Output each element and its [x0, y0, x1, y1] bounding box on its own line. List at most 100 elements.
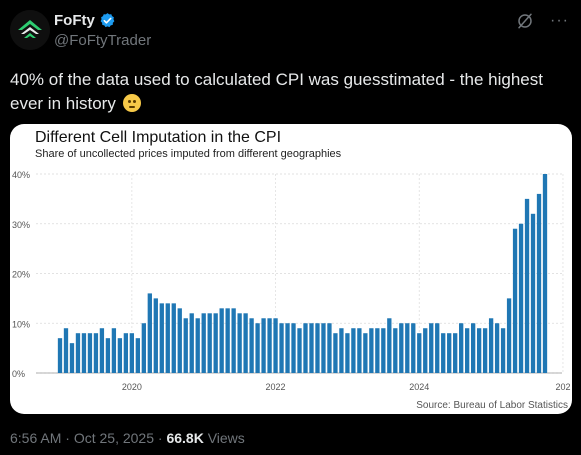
bar: [321, 323, 326, 373]
bar: [411, 323, 416, 373]
bar: [542, 174, 548, 373]
bar: [111, 328, 117, 373]
bar: [69, 343, 75, 373]
bar: [459, 323, 464, 373]
x-tick-label: 2024: [409, 382, 429, 392]
bar: [219, 308, 224, 373]
bar: [123, 333, 129, 373]
bar: [129, 333, 135, 373]
grok-icon[interactable]: [516, 12, 534, 30]
bar: [147, 293, 152, 373]
bar: [291, 323, 296, 373]
chart-source: Source: Bureau of Labor Statistics: [416, 400, 568, 411]
bar: [405, 323, 410, 373]
bar: [141, 323, 146, 373]
y-tick-label: 10%: [12, 319, 30, 329]
post-actions-top: ···: [516, 12, 569, 30]
views-label: Views: [207, 430, 245, 446]
bar: [171, 303, 176, 373]
bar: [441, 333, 446, 373]
bar: [117, 338, 123, 373]
post-text-content: 40% of the data used to calculated CPI w…: [10, 70, 543, 113]
bar: [399, 323, 404, 373]
post-media-chart[interactable]: Different Cell Imputation in the CPI Sha…: [10, 124, 572, 414]
bar: [159, 303, 164, 373]
bar: [153, 298, 158, 373]
bar: [375, 328, 380, 373]
bar: [183, 318, 188, 373]
bar: [75, 333, 81, 373]
bar: [333, 333, 338, 373]
bar: [285, 323, 290, 373]
bar: [315, 323, 320, 373]
bar: [237, 313, 242, 373]
bar: [267, 318, 272, 373]
separator: ·: [157, 430, 163, 446]
bar: [165, 303, 170, 373]
bar: [273, 318, 278, 373]
post-text: 40% of the data used to calculated CPI w…: [10, 68, 570, 116]
bar: [453, 333, 458, 373]
bar: [465, 328, 470, 373]
bar: [339, 328, 344, 373]
bar: [387, 318, 392, 373]
bar: [327, 323, 332, 373]
bar: [512, 228, 518, 373]
fofty-logo-icon: [10, 10, 50, 50]
bar: [435, 323, 440, 373]
bar: [279, 323, 284, 373]
separator: ·: [65, 430, 70, 446]
bar: [447, 333, 452, 373]
verified-badge-icon: [100, 13, 115, 28]
bar: [363, 333, 368, 373]
more-options-icon[interactable]: ···: [550, 12, 569, 29]
bar: [482, 328, 488, 373]
bar: [63, 328, 69, 373]
bar: [243, 313, 248, 373]
bar: [195, 318, 200, 373]
bar: [189, 313, 194, 373]
bar: [357, 328, 362, 373]
bar: [255, 323, 260, 373]
bar: [81, 333, 87, 373]
bar: [309, 323, 314, 373]
post-time[interactable]: 6:56 AM: [10, 430, 62, 446]
bar: [530, 213, 536, 373]
x-tick-label: 202: [555, 382, 570, 392]
y-tick-label: 30%: [12, 220, 30, 230]
bar: [207, 313, 212, 373]
bar: [231, 308, 236, 373]
author-block: FoFty @FoFtyTrader: [54, 12, 151, 49]
bar: [506, 298, 512, 373]
y-tick-label: 20%: [12, 270, 30, 280]
bar: [351, 328, 356, 373]
bar: [225, 308, 230, 373]
bar: [470, 323, 476, 373]
x-tick-label: 2020: [122, 382, 142, 392]
author-name[interactable]: FoFty: [54, 12, 95, 29]
face-with-hand-over-mouth-emoji-icon: [122, 94, 141, 112]
avatar[interactable]: [10, 10, 50, 50]
views-count: 66.8K: [166, 430, 204, 446]
chart-title: Different Cell Imputation in the CPI: [35, 129, 282, 146]
post-date[interactable]: Oct 25, 2025: [73, 430, 154, 446]
author-handle[interactable]: @FoFtyTrader: [54, 32, 152, 49]
bar: [213, 313, 218, 373]
y-tick-label: 40%: [12, 170, 30, 180]
bar: [476, 328, 482, 373]
bar: [303, 323, 308, 373]
bar: [488, 318, 494, 373]
bar: [423, 328, 428, 373]
bar: [135, 338, 140, 373]
bar: [261, 318, 266, 373]
bar: [297, 328, 302, 373]
x-tick-label: 2022: [266, 382, 286, 392]
bar: [494, 323, 500, 373]
bar: [536, 193, 542, 373]
bar: [57, 338, 63, 373]
y-tick-label: 0%: [12, 369, 25, 379]
bar-chart: 0% 10% 20% 30% 40% 2020 2022 2024 202 Source: Bur…: [12, 170, 570, 411]
bar: [201, 313, 206, 373]
chart-subtitle: Share of uncollected prices imputed from…: [35, 148, 342, 160]
bar: [99, 328, 105, 373]
